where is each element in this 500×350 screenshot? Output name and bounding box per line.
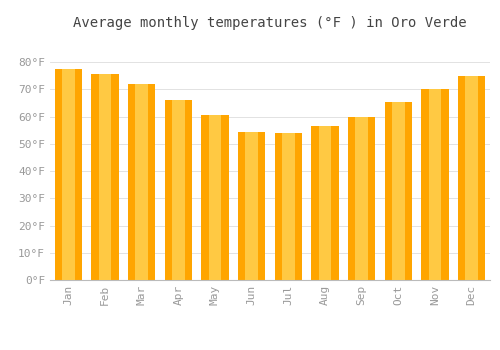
Bar — [356, 117, 368, 280]
Title: Average monthly temperatures (°F ) in Oro Verde: Average monthly temperatures (°F ) in Or… — [73, 16, 467, 30]
Bar — [99, 75, 111, 280]
Bar — [429, 90, 441, 280]
Bar — [348, 117, 376, 280]
Bar — [384, 102, 412, 280]
Bar — [172, 100, 184, 280]
Bar — [54, 69, 82, 280]
Bar — [136, 84, 148, 280]
Bar — [91, 75, 119, 280]
Bar — [282, 133, 294, 280]
Bar — [466, 76, 478, 280]
Bar — [311, 126, 339, 280]
Bar — [274, 133, 302, 280]
Bar — [421, 90, 448, 280]
Bar — [392, 102, 404, 280]
Bar — [128, 84, 156, 280]
Bar — [164, 100, 192, 280]
Bar — [62, 69, 74, 280]
Bar — [238, 132, 266, 280]
Bar — [319, 126, 331, 280]
Bar — [246, 132, 258, 280]
Bar — [209, 115, 221, 280]
Bar — [458, 76, 485, 280]
Bar — [201, 115, 229, 280]
